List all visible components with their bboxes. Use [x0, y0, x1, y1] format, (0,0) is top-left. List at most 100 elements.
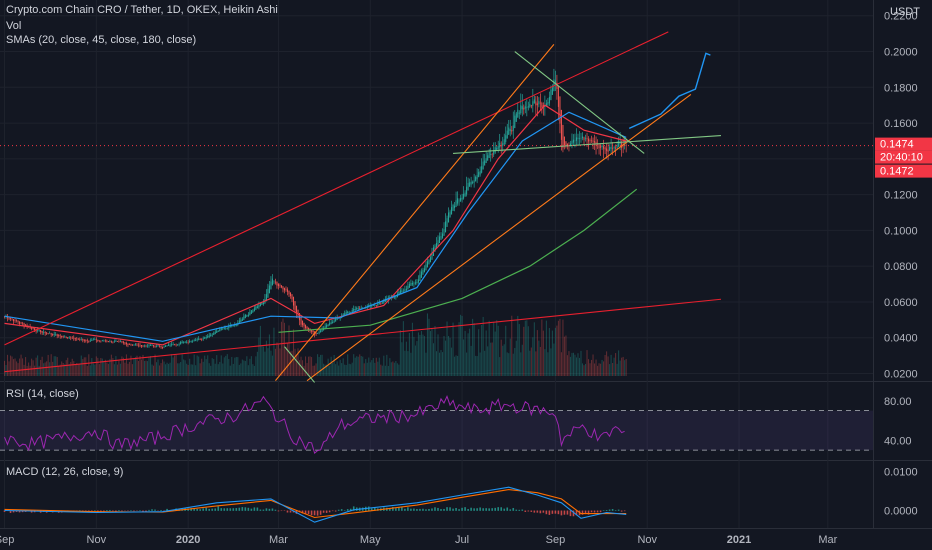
macd-histogram-bar — [199, 509, 201, 511]
candle-body — [565, 141, 567, 146]
macd-histogram-bar — [449, 507, 451, 511]
candle-body — [145, 345, 147, 347]
volume-bar — [228, 359, 230, 376]
candle-body — [64, 336, 66, 338]
candle-body — [288, 290, 290, 295]
candle-body — [133, 344, 135, 346]
candle-body — [125, 342, 127, 345]
volume-bar — [22, 358, 24, 376]
volume-bar — [497, 325, 499, 376]
candle-body — [25, 324, 27, 327]
macd-histogram-bar — [434, 507, 436, 511]
volume-bar — [279, 348, 281, 376]
volume-bar — [554, 327, 556, 376]
candle-body — [387, 299, 389, 300]
candle-body — [517, 109, 519, 118]
candle-body — [169, 345, 171, 346]
volume-bar — [282, 318, 284, 376]
macd-histogram-bar — [151, 509, 153, 511]
volume-bar — [419, 334, 421, 376]
volume-bar — [38, 365, 40, 376]
volume-bar — [485, 330, 487, 376]
volume-bar — [435, 351, 438, 376]
volume-bar — [29, 365, 31, 376]
candle-body — [258, 305, 260, 308]
candle-body — [53, 334, 55, 336]
candle-body — [407, 286, 409, 290]
candle-body — [509, 129, 511, 132]
candle-body — [61, 335, 63, 338]
candle-body — [23, 323, 25, 326]
volume-bar — [130, 355, 132, 376]
macd-histogram-bar — [518, 509, 521, 511]
macd-histogram-bar — [130, 510, 132, 511]
volume-bar — [557, 320, 559, 376]
candle-body — [569, 143, 571, 146]
candle-body — [267, 288, 269, 298]
volume-bar — [386, 354, 388, 376]
macd-histogram-bar — [572, 510, 575, 517]
volume-bar — [429, 331, 432, 376]
candle-body — [58, 335, 60, 336]
volume-bar — [41, 356, 43, 376]
candle-body — [571, 140, 573, 145]
macd-histogram-bar — [467, 509, 469, 511]
candle-body — [82, 339, 84, 341]
candle-body — [193, 340, 195, 342]
candle-body — [306, 326, 308, 329]
volume-bar — [289, 351, 292, 376]
volume-bar — [258, 337, 260, 376]
macd-histogram-bar — [334, 510, 337, 512]
volume-bar — [177, 363, 179, 376]
macd-histogram-bar — [584, 510, 587, 515]
candle-body — [457, 198, 459, 204]
candle-body — [226, 328, 228, 329]
macd-histogram-bar — [328, 510, 331, 513]
volume-bar — [83, 357, 85, 376]
candle-body — [598, 144, 600, 149]
candle-body — [104, 340, 106, 342]
volume-bar — [341, 363, 343, 376]
candle-body — [333, 320, 335, 323]
candle-body — [330, 322, 332, 325]
candle-body — [234, 324, 236, 327]
candle-body — [256, 306, 258, 309]
trendline-green — [514, 51, 645, 154]
candle-body — [259, 303, 261, 307]
volume-bar — [271, 355, 273, 376]
candle-body — [37, 330, 39, 331]
volume-bar — [544, 349, 546, 376]
volume-bar — [202, 361, 204, 376]
macd-histogram-bar — [587, 510, 590, 515]
macd-histogram-bar — [620, 510, 623, 512]
volume-bar — [381, 365, 383, 376]
candle-body — [420, 271, 422, 278]
candle-body — [22, 322, 24, 324]
volume-bar — [508, 353, 510, 376]
candle-body — [428, 260, 430, 265]
candle-body — [348, 312, 350, 313]
candle-body — [601, 145, 603, 148]
volume-bar — [91, 358, 93, 376]
candle-body — [186, 341, 188, 343]
candle-body — [92, 339, 94, 341]
volume-bar — [113, 364, 115, 376]
candle-body — [95, 339, 97, 341]
candle-body — [514, 115, 516, 129]
macd-histogram-bar — [121, 510, 123, 512]
volume-bar — [410, 352, 412, 376]
volume-bar — [192, 364, 194, 376]
volume-bar — [237, 357, 239, 376]
macd-histogram-bar — [268, 508, 271, 511]
candle-body — [413, 283, 415, 285]
candle-body — [94, 339, 96, 340]
volume-bar — [613, 357, 615, 376]
volume-bar — [455, 355, 457, 376]
candle-body — [401, 290, 403, 292]
volume-bar — [250, 356, 252, 376]
candle-body — [219, 329, 221, 332]
volume-bar — [306, 363, 308, 376]
candle-body — [518, 112, 520, 114]
volume-bar — [326, 364, 328, 376]
